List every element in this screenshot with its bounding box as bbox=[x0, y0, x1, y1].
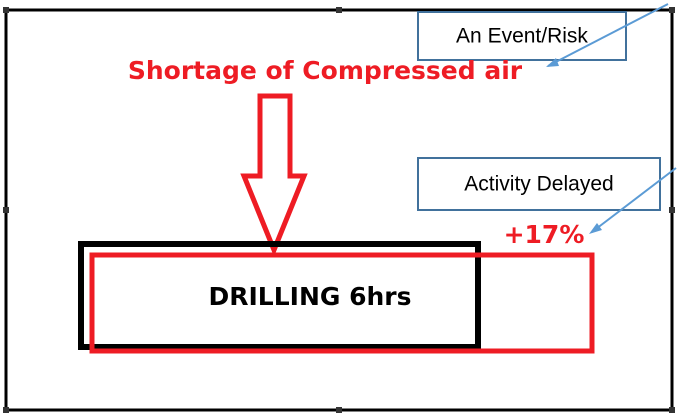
delayed-activity-box bbox=[89, 252, 595, 354]
activity-label: DRILLING 6hrs bbox=[208, 282, 411, 311]
callout-box bbox=[417, 157, 661, 211]
callout-pointer bbox=[591, 167, 677, 233]
callout-label: An Event/Risk bbox=[456, 25, 588, 48]
delay-label: +17% bbox=[504, 220, 585, 249]
callout-pointer bbox=[547, 3, 669, 67]
callout-box bbox=[417, 11, 627, 61]
callout-arrowhead bbox=[589, 223, 602, 234]
callout-arrowhead bbox=[546, 58, 559, 67]
event-label: Shortage of Compressed air bbox=[128, 56, 523, 85]
frame-handles bbox=[3, 7, 675, 413]
down-arrow bbox=[240, 93, 308, 257]
callout-label: Activity Delayed bbox=[464, 173, 613, 196]
planned-activity-box bbox=[78, 241, 481, 350]
